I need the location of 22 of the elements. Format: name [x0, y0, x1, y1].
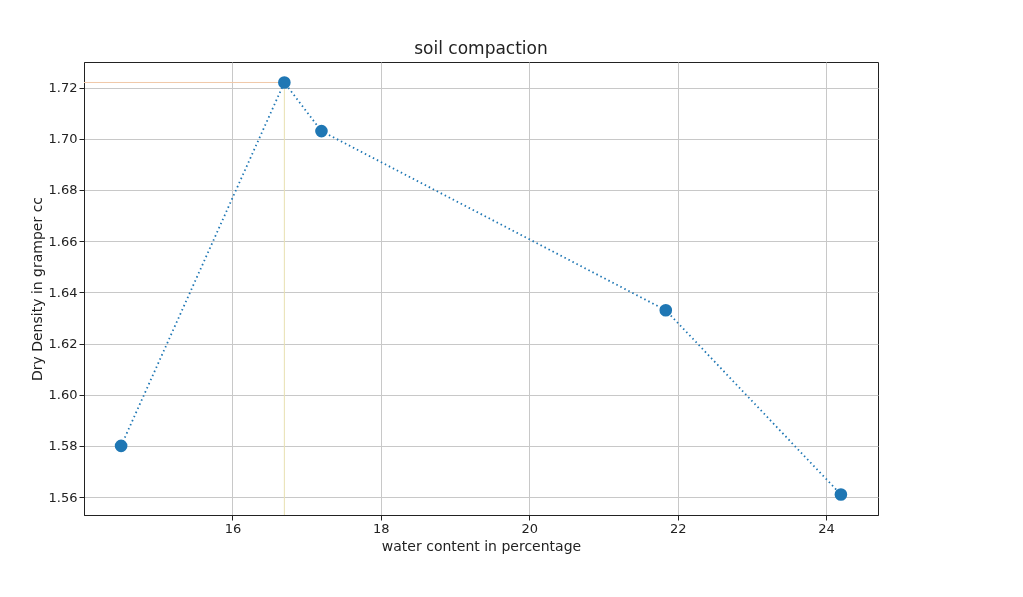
point — [315, 124, 328, 138]
y-tick-label: 1.70 — [48, 131, 78, 147]
point — [114, 439, 128, 453]
chart-title: soil compaction — [414, 38, 548, 58]
y-tick-label: 1.64 — [48, 284, 78, 300]
x-tick-label: 24 — [818, 520, 835, 536]
x-tick-label: 16 — [224, 520, 242, 536]
point — [659, 303, 673, 317]
y-tick-label: 1.56 — [48, 489, 78, 505]
y-tick-label: 1.62 — [48, 336, 78, 352]
point — [834, 488, 848, 501]
x-tick-label: 18 — [373, 520, 390, 536]
point — [278, 76, 291, 89]
y-tick-label: 1.60 — [48, 387, 78, 403]
x-tick-label: 20 — [521, 520, 539, 536]
y-tick-label: 1.72 — [48, 80, 78, 96]
y-tick-label: 1.68 — [48, 182, 78, 198]
y-tick-label: 1.66 — [48, 233, 78, 249]
x-tick-label: 22 — [669, 520, 687, 536]
x-axis-title: water content in percentage — [381, 537, 582, 554]
y-axis-title: Dry Density in gramper cc — [28, 196, 45, 382]
y-tick-label: 1.58 — [48, 438, 78, 454]
